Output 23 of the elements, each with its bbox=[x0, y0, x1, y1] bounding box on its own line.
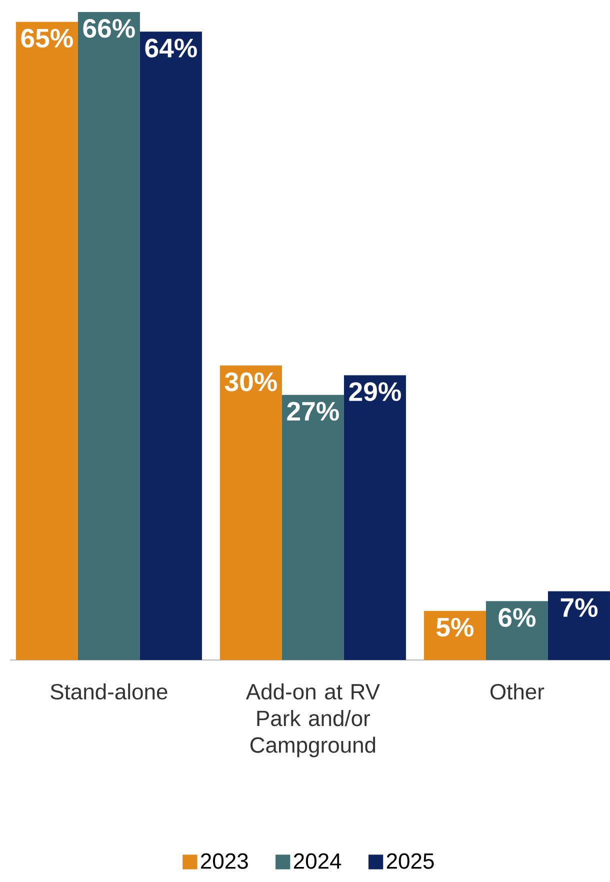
data-label: 30% bbox=[224, 372, 277, 392]
bar bbox=[548, 591, 610, 660]
bar bbox=[220, 365, 282, 660]
data-label: 7% bbox=[560, 598, 598, 617]
legend-label: 2025 bbox=[386, 853, 434, 869]
data-label: 29% bbox=[349, 382, 401, 402]
legend-label: 2023 bbox=[201, 853, 248, 869]
x-tick-label: Add-on at RV Park and/or Campground bbox=[246, 683, 380, 758]
bar bbox=[282, 394, 344, 660]
data-label: 5% bbox=[436, 618, 474, 637]
legend-label: 2024 bbox=[294, 853, 342, 869]
bar bbox=[16, 22, 78, 660]
bar bbox=[486, 601, 548, 660]
bar bbox=[140, 32, 202, 660]
data-label: 65% bbox=[21, 28, 73, 48]
data-label: 27% bbox=[287, 402, 339, 421]
x-tick-label: Stand-alone bbox=[50, 683, 168, 700]
bar bbox=[344, 375, 406, 660]
data-label: 6% bbox=[498, 608, 536, 627]
bar bbox=[78, 12, 140, 660]
x-tick-label: Other bbox=[490, 683, 544, 700]
data-label: 64% bbox=[145, 38, 197, 58]
data-label: 66% bbox=[83, 18, 135, 38]
